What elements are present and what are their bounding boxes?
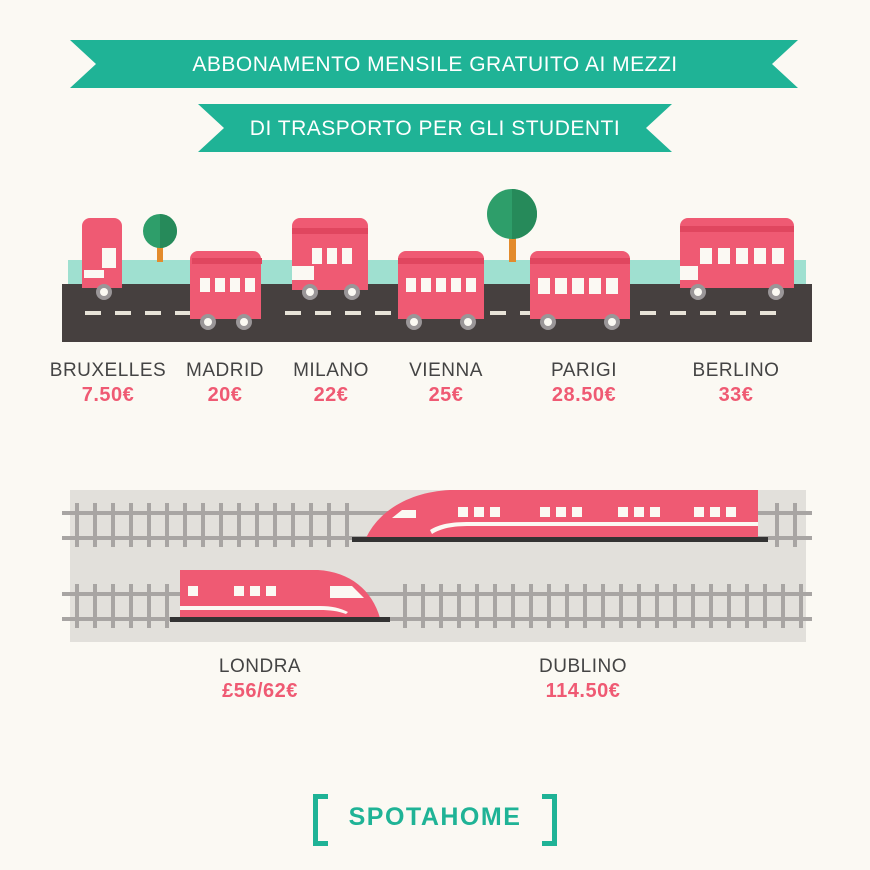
city-price: 33€ <box>718 384 754 406</box>
track-lower <box>62 584 812 628</box>
bus-berlino <box>680 218 794 300</box>
spotahome-logo: SPOTAHOME <box>313 794 557 846</box>
logo-bracket-right <box>542 794 557 846</box>
logo-bracket-left <box>313 794 328 846</box>
city-name: MADRID <box>186 360 264 381</box>
tree-small <box>143 214 177 262</box>
city-name: VIENNA <box>409 360 483 381</box>
title-ribbon-1 <box>70 40 798 88</box>
bus-parigi <box>530 251 630 330</box>
title-ribbon-2 <box>198 104 672 152</box>
title-line-2: DI TRASPORTO PER GLI STUDENTI <box>249 117 621 140</box>
city-price: 25€ <box>428 384 464 406</box>
city-name: PARIGI <box>551 360 617 381</box>
city-price: £56/62€ <box>222 680 298 702</box>
city-berlino: BERLINO 33€ <box>661 360 811 407</box>
road-dashes <box>85 311 776 315</box>
city-vienna: VIENNA 25€ <box>371 360 521 407</box>
city-price: 20€ <box>207 384 243 406</box>
city-milano: MILANO 22€ <box>256 360 406 407</box>
city-name: DUBLINO <box>539 656 627 677</box>
train-short <box>170 570 390 622</box>
city-price: 7.50€ <box>81 384 135 406</box>
city-madrid: MADRID 20€ <box>150 360 300 407</box>
bus-milano <box>292 218 368 300</box>
bus-madrid <box>190 251 262 330</box>
logo-text: SPOTAHOME <box>348 803 522 831</box>
city-price: 22€ <box>313 384 349 406</box>
train-long <box>352 490 768 542</box>
city-name: LONDRA <box>218 656 302 677</box>
city-bruxelles: BRUXELLES 7.50€ <box>33 360 183 407</box>
city-price: 114.50€ <box>545 680 621 702</box>
city-parigi: PARIGI 28.50€ <box>509 360 659 407</box>
city-dublino: DUBLINO 114.50€ <box>508 656 658 703</box>
bus-bruxelles <box>82 218 122 300</box>
bus-vienna <box>398 251 484 330</box>
city-londra: LONDRA £56/62€ <box>185 656 335 703</box>
city-price: 28.50€ <box>551 384 617 406</box>
city-name: BRUXELLES <box>49 360 167 381</box>
city-name: MILANO <box>293 360 369 381</box>
tree-large <box>487 189 537 262</box>
title-line-1: ABBONAMENTO MENSILE GRATUITO AI MEZZI <box>192 53 678 76</box>
city-name: BERLINO <box>692 360 780 381</box>
title-ribbons <box>70 40 798 152</box>
